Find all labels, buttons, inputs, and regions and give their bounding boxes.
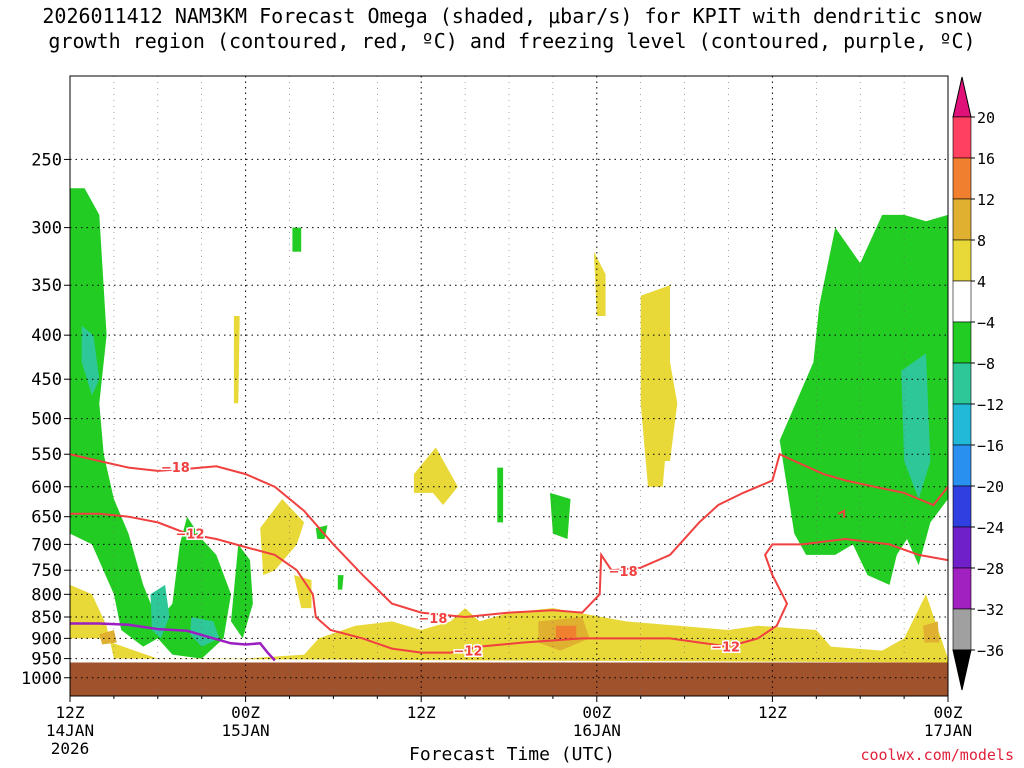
y-tick-label: 700 <box>31 535 62 555</box>
x-tick-label: 14JAN <box>46 721 94 740</box>
y-tick-label: 300 <box>31 219 62 239</box>
x-tick-label: 00Z <box>231 703 260 722</box>
x-tick-label: 12Z <box>56 703 85 722</box>
omega-region-2 <box>292 227 302 252</box>
colorbar-label: 8 <box>977 232 986 250</box>
credit-link[interactable]: coolwx.com/models <box>860 746 1014 764</box>
contour-label: −18 <box>418 612 447 627</box>
omega-region-12 <box>70 584 948 663</box>
colorbar-label: −4 <box>977 314 995 332</box>
contour-line-0 <box>70 452 948 619</box>
freezing-level-contour <box>70 622 276 662</box>
omega-region-21 <box>99 630 117 645</box>
colorbar-label: −16 <box>977 437 1004 455</box>
omega-region-17 <box>233 316 240 404</box>
omega-region-1 <box>231 544 253 639</box>
contour-line-1 <box>70 512 948 654</box>
colorbar-swatch <box>952 526 972 569</box>
x-tick-label: 16JAN <box>573 721 621 740</box>
colorbar-label: −8 <box>977 355 995 373</box>
y-tick-label: 550 <box>31 445 62 465</box>
y-tick-label: 850 <box>31 608 62 628</box>
contour-label: −18 <box>609 565 638 580</box>
y-tick-label: 600 <box>31 478 62 498</box>
omega-region-13 <box>413 447 458 505</box>
chart-title: 2026011412 NAM3KM Forecast Omega (shaded… <box>0 4 1024 54</box>
colorbar-swatch <box>952 362 972 405</box>
colorbar-swatch <box>952 157 972 200</box>
contour-label: −12 <box>454 645 483 660</box>
omega-region-11 <box>901 353 931 499</box>
omega-region-16 <box>593 251 606 316</box>
colorbar-label: 20 <box>977 109 995 127</box>
colorbar-bottom-arrow <box>952 649 972 691</box>
omega-region-8 <box>81 325 100 396</box>
y-tick-label: 900 <box>31 629 62 649</box>
x-tick-label: 12Z <box>758 703 787 722</box>
omega-region-18 <box>260 499 305 576</box>
contour-label: −18 <box>161 461 190 476</box>
x-tick-label: 15JAN <box>222 721 270 740</box>
colorbar-top-arrow <box>952 76 972 118</box>
y-tick-label: 350 <box>31 276 62 296</box>
omega-region-15 <box>640 362 678 461</box>
plot-area: −18 −18 −18 −12 −12 −12 <box>70 76 948 696</box>
x-tick-label: 17JAN <box>924 721 972 740</box>
colorbar-label: −24 <box>977 519 1004 537</box>
colorbar-swatch <box>952 116 972 159</box>
x-tick-label: 00Z <box>582 703 611 722</box>
colorbar-label: −12 <box>977 396 1004 414</box>
colorbar-swatch <box>952 280 972 323</box>
colorbar-swatch <box>952 608 972 651</box>
y-tick-label: 1000 <box>21 669 62 689</box>
colorbar-swatch <box>952 403 972 446</box>
omega-region-23 <box>555 625 577 639</box>
x-axis-label: Forecast Time (UTC) <box>409 744 615 765</box>
y-tick-label: 750 <box>31 561 62 581</box>
x-tick-label: 12Z <box>407 703 436 722</box>
colorbar-label: −36 <box>977 642 1004 660</box>
colorbar-label: 16 <box>977 150 995 168</box>
ground-fill <box>70 662 948 696</box>
y-tick-label: 650 <box>31 508 62 528</box>
omega-region-0 <box>70 188 231 659</box>
colorbar-swatch <box>952 444 972 487</box>
omega-region-4 <box>337 575 344 590</box>
y-tick-label: 500 <box>31 410 62 430</box>
colorbar-label: −20 <box>977 478 1004 496</box>
colorbar-swatch <box>952 321 972 364</box>
omega-region-6 <box>550 492 571 539</box>
contour-label: −12 <box>711 641 740 656</box>
omega-region-22 <box>923 621 940 643</box>
contour-line-2 <box>837 509 846 518</box>
omega-region-5 <box>497 467 504 523</box>
colorbar-label: −32 <box>977 601 1004 619</box>
colorbar-swatch <box>952 239 972 282</box>
x-tick-label: 00Z <box>934 703 963 722</box>
colorbar-label: 12 <box>977 191 995 209</box>
colorbar-swatch <box>952 485 972 528</box>
chart-title-line1: 2026011412 NAM3KM Forecast Omega (shaded… <box>42 4 982 28</box>
colorbar-swatch <box>952 567 972 610</box>
y-tick-label: 250 <box>31 150 62 170</box>
y-tick-label: 950 <box>31 650 62 670</box>
colorbar-swatch <box>952 198 972 241</box>
y-tick-label: 400 <box>31 326 62 346</box>
x-tick-label: 2026 <box>51 739 90 758</box>
y-tick-label: 800 <box>31 585 62 605</box>
omega-region-9 <box>150 584 170 639</box>
colorbar-label: 4 <box>977 273 986 291</box>
omega-region-7 <box>779 214 948 585</box>
chart-title-line2: growth region (contoured, red, ºC) and f… <box>48 29 976 53</box>
contour-label: −12 <box>176 528 205 543</box>
y-tick-label: 450 <box>31 370 62 390</box>
omega-region-19 <box>293 575 312 609</box>
colorbar-label: −28 <box>977 560 1004 578</box>
